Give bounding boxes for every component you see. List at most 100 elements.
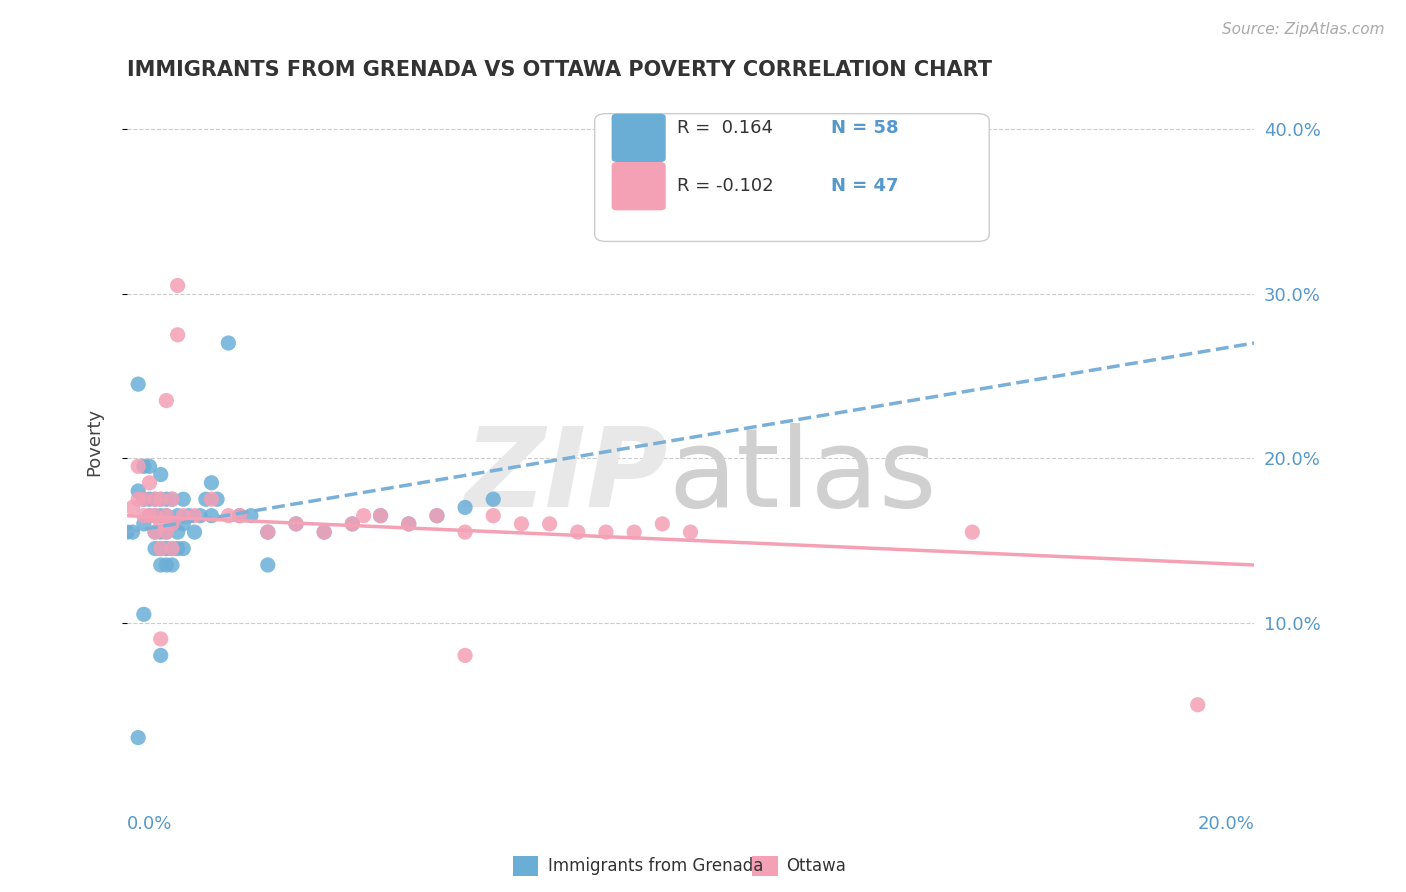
Point <box>510 516 533 531</box>
Point <box>160 516 183 531</box>
Y-axis label: Poverty: Poverty <box>86 408 103 475</box>
Text: 20.0%: 20.0% <box>1198 814 1254 832</box>
Point <box>155 393 177 408</box>
Point <box>679 525 702 540</box>
Text: IMMIGRANTS FROM GRENADA VS OTTAWA POVERTY CORRELATION CHART: IMMIGRANTS FROM GRENADA VS OTTAWA POVERT… <box>127 60 991 79</box>
Point <box>239 508 262 523</box>
Point <box>200 475 222 490</box>
Text: N = 58: N = 58 <box>831 119 898 136</box>
Point <box>1187 698 1209 712</box>
Point <box>166 541 188 556</box>
Point <box>149 541 172 556</box>
Point <box>143 508 166 523</box>
Point <box>127 483 149 498</box>
Point <box>314 525 336 540</box>
Point <box>177 508 200 523</box>
Point <box>149 516 172 531</box>
Point <box>342 516 364 531</box>
FancyBboxPatch shape <box>595 113 990 242</box>
Text: ZIP: ZIP <box>464 423 668 530</box>
Point <box>132 516 155 531</box>
Point <box>143 525 166 540</box>
Point <box>454 525 477 540</box>
Point <box>228 508 250 523</box>
Text: 0.0%: 0.0% <box>127 814 173 832</box>
Point <box>127 492 149 507</box>
Point <box>342 516 364 531</box>
Point <box>115 525 138 540</box>
Point <box>160 541 183 556</box>
Text: N = 47: N = 47 <box>831 178 898 195</box>
Point <box>482 492 505 507</box>
Point <box>138 459 160 474</box>
Point <box>132 508 155 523</box>
Point <box>285 516 308 531</box>
Point <box>149 508 172 523</box>
Point <box>200 508 222 523</box>
Point <box>155 508 177 523</box>
Point <box>155 558 177 572</box>
Point <box>166 327 188 342</box>
Point <box>595 525 617 540</box>
Point <box>143 508 166 523</box>
Text: R =  0.164: R = 0.164 <box>676 119 773 136</box>
Point <box>172 492 194 507</box>
Point <box>166 508 188 523</box>
Point <box>138 508 160 523</box>
Text: Source: ZipAtlas.com: Source: ZipAtlas.com <box>1222 22 1385 37</box>
Point <box>127 731 149 745</box>
Point <box>370 508 392 523</box>
Point <box>160 492 183 507</box>
Point <box>256 525 278 540</box>
Text: atlas: atlas <box>668 423 936 530</box>
Point <box>183 525 205 540</box>
FancyBboxPatch shape <box>612 113 665 162</box>
Point <box>398 516 420 531</box>
Point <box>314 525 336 540</box>
Point <box>567 525 589 540</box>
Point <box>155 492 177 507</box>
Point <box>155 541 177 556</box>
Point <box>256 525 278 540</box>
Point <box>143 492 166 507</box>
Point <box>149 541 172 556</box>
Point <box>256 558 278 572</box>
Point <box>138 475 160 490</box>
Point <box>132 492 155 507</box>
Point <box>172 541 194 556</box>
Point <box>149 467 172 482</box>
Point <box>200 492 222 507</box>
Point <box>285 516 308 531</box>
Text: Ottawa: Ottawa <box>786 857 846 875</box>
Point <box>149 492 172 507</box>
Point <box>962 525 984 540</box>
Point <box>217 336 239 351</box>
Point <box>143 492 166 507</box>
Text: Immigrants from Grenada: Immigrants from Grenada <box>548 857 763 875</box>
Point <box>149 492 172 507</box>
Point <box>127 377 149 392</box>
Point <box>160 492 183 507</box>
Point <box>132 607 155 622</box>
Point <box>138 492 160 507</box>
Point <box>172 516 194 531</box>
Point <box>454 648 477 663</box>
Point <box>188 508 211 523</box>
Point <box>426 508 449 523</box>
Point <box>149 525 172 540</box>
Point <box>205 492 228 507</box>
Point <box>217 508 239 523</box>
Point <box>155 525 177 540</box>
Point <box>143 541 166 556</box>
Point <box>138 508 160 523</box>
Point <box>454 500 477 515</box>
FancyBboxPatch shape <box>612 162 665 211</box>
Point <box>398 516 420 531</box>
Text: R = -0.102: R = -0.102 <box>676 178 773 195</box>
Point <box>149 558 172 572</box>
Point <box>160 558 183 572</box>
Point <box>538 516 561 531</box>
Point <box>228 508 250 523</box>
Point <box>353 508 375 523</box>
Point <box>160 516 183 531</box>
